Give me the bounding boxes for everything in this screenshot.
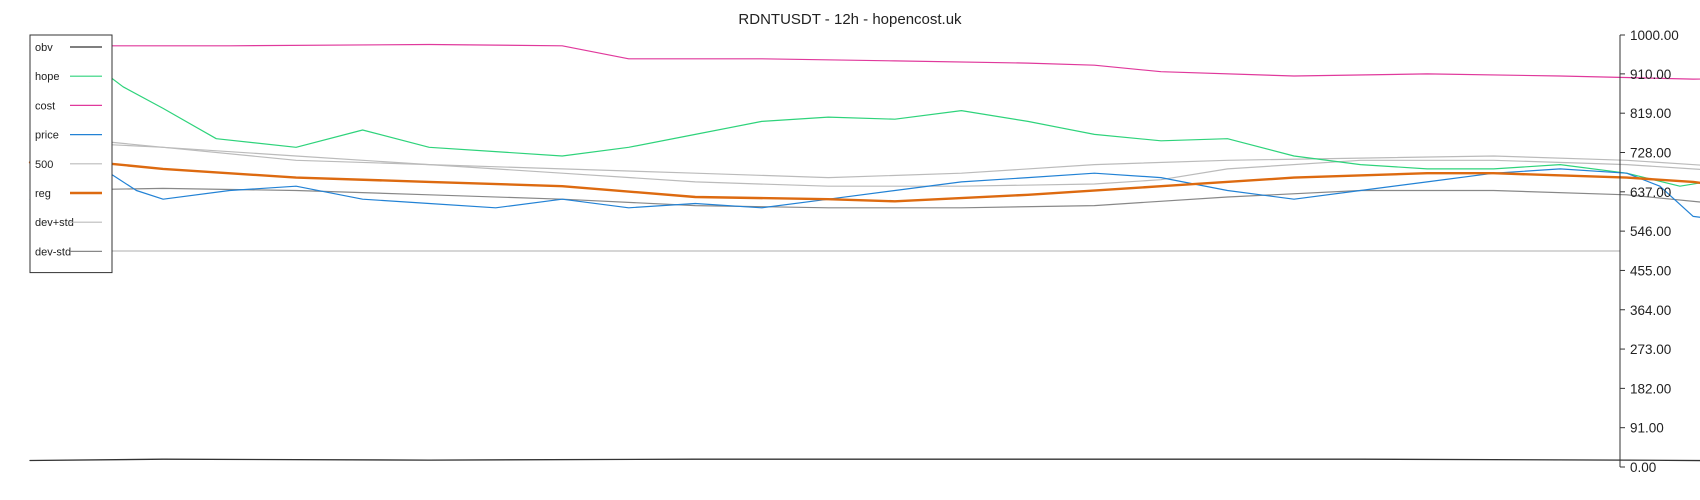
- legend-label-price: price: [35, 130, 59, 142]
- series-line-hope: [29, 55, 1700, 187]
- y-axis: 0.00 91.00 182.00 273.00 364.00 455.00 546.00 6…: [1619, 28, 1679, 475]
- series-line-dev-std: [29, 187, 1700, 209]
- y-tick-label: 637.00: [1630, 185, 1671, 200]
- y-tick-label: 455.00: [1630, 263, 1671, 278]
- series-line-dev-std: [29, 133, 1700, 179]
- legend-label-reg: reg: [35, 188, 51, 200]
- y-tick-label: 819.00: [1630, 106, 1671, 121]
- legend-label-cost: cost: [35, 100, 55, 112]
- series-line-obv: [29, 458, 1700, 462]
- legend-label-500: 500: [35, 159, 53, 171]
- y-tick-label: 1000.00: [1630, 28, 1679, 43]
- legend-box: [29, 34, 113, 274]
- y-tick-label: 0.00: [1630, 460, 1656, 475]
- y-tick-label: 728.00: [1630, 146, 1671, 161]
- legend-label-dev-std: dev-std: [35, 246, 71, 258]
- legend: obv hope cost price 500 reg dev+std dev-std: [29, 34, 113, 274]
- series-line-cost: [29, 43, 1700, 80]
- legend-label-dev-std: dev+std: [35, 217, 74, 229]
- series-line-price: [29, 151, 1700, 218]
- chart-title: RDNTUSDT - 12h - hopencost.uk: [738, 11, 962, 28]
- y-tick-label: 364.00: [1630, 303, 1671, 318]
- y-tick-label: 546.00: [1630, 224, 1671, 239]
- y-tick-label: 910.00: [1630, 67, 1671, 82]
- y-tick-label: 91.00: [1630, 421, 1664, 436]
- legend-label-obv: obv: [35, 42, 53, 54]
- series-line-reg: [28, 161, 1700, 203]
- series-line-500: [29, 140, 1700, 187]
- plot-lines-group: [28, 43, 1700, 462]
- legend-label-hope: hope: [35, 71, 59, 83]
- y-tick-label: 182.00: [1630, 381, 1671, 396]
- y-tick-label: 273.00: [1630, 342, 1671, 357]
